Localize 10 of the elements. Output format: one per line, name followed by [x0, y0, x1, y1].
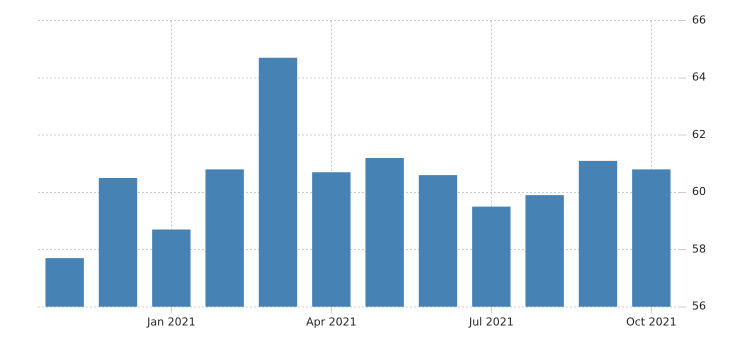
y-tick-label: 64 [692, 70, 706, 84]
y-tick-label: 60 [692, 185, 706, 198]
y-tick-label: 56 [692, 300, 706, 313]
x-tick-label: Apr 2021 [306, 315, 357, 328]
y-tick-label: 62 [692, 128, 706, 141]
y-tick-label: 66 [692, 13, 706, 26]
x-tick-label: Jul 2021 [468, 315, 514, 328]
y-tick-label: 58 [692, 242, 706, 256]
x-tick-label: Oct 2021 [626, 315, 677, 328]
x-tick-label: Jan 2021 [146, 315, 196, 328]
